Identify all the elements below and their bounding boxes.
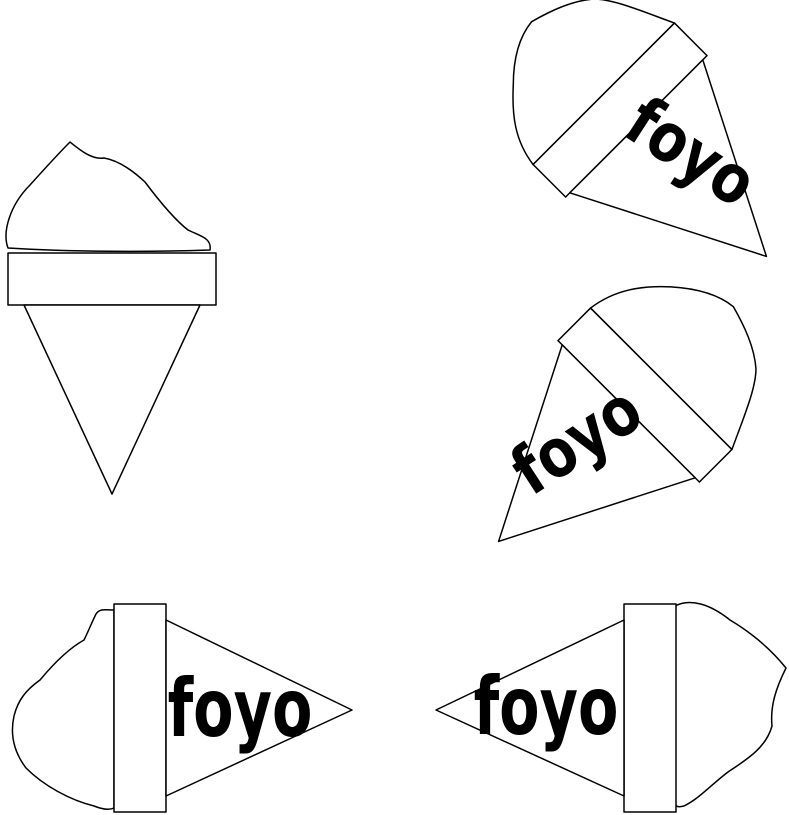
cone-pointing-right-scoop [11,608,115,811]
cone-pointing-left-logo: foyo [474,660,619,753]
cone-plain-band [7,252,217,306]
cone-plain-wafer [23,304,201,495]
cone-plain [5,141,217,495]
cone-tilted-left: foyo [512,0,770,258]
cone-tilted-left-wafer [569,59,768,258]
cone-tilted-right: foyo [497,285,757,543]
cone-tilted-right-scoop [589,285,757,451]
cone-pointing-right-wafer [165,619,353,797]
cone-tilted-left-scoop [512,0,676,166]
cone-tilted-right-wafer [497,344,696,543]
cone-pointing-left-scoop [674,601,787,808]
cone-pointing-right-logo: foyo [168,662,313,755]
cone-pointing-left: foyo [435,601,787,813]
cone-plain-scoop [5,141,211,253]
cone-pointing-left-band [623,603,677,813]
cone-pointing-right-band [113,603,167,813]
cone-pointing-right: foyo [11,603,353,813]
cone-pointing-left-wafer [435,619,625,797]
